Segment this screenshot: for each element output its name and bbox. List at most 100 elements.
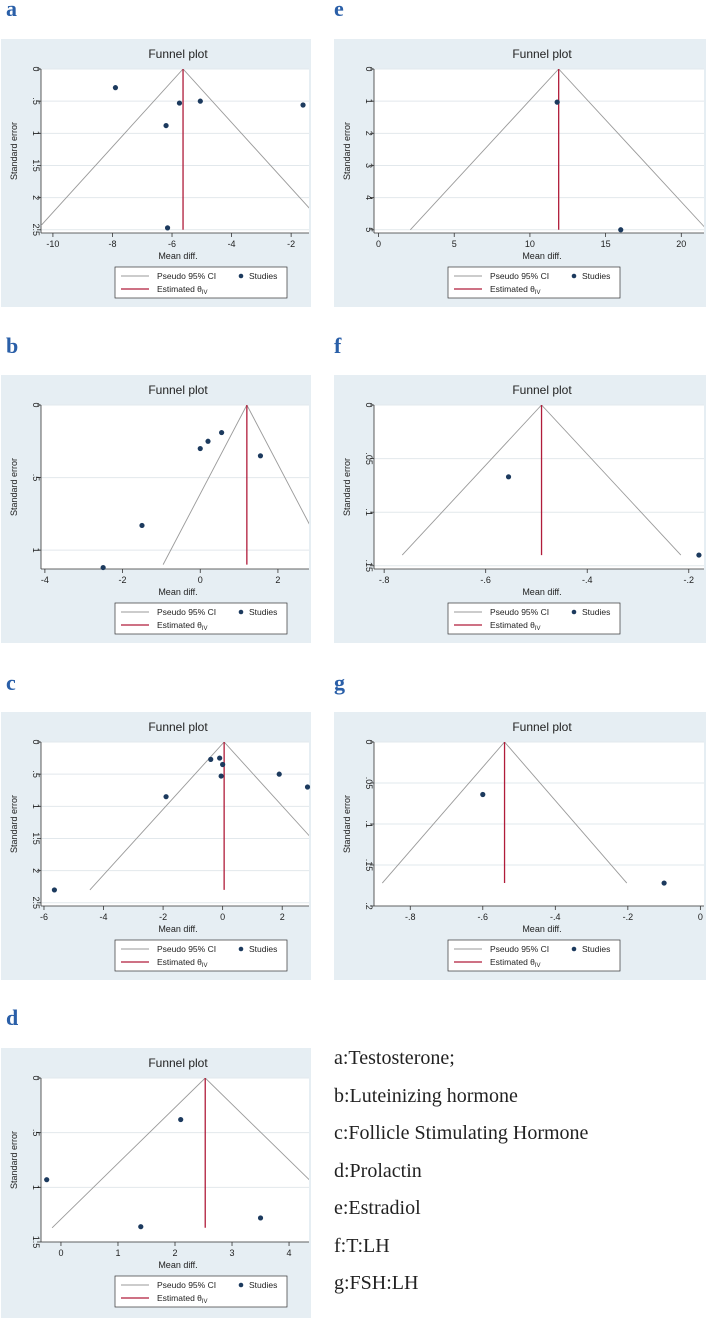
funnel-lines-g — [381, 742, 628, 884]
plot-area-f — [374, 405, 704, 569]
x-axis-label-g: Mean diff. — [522, 924, 561, 934]
legend-studies-label-c: Studies — [249, 944, 277, 954]
x-tick-label-e-0: 0 — [376, 239, 381, 249]
x-tick-label-g-2: -.4 — [550, 912, 561, 922]
x-tick-label-d-2: 2 — [172, 1248, 177, 1258]
y-tick-label-b-2: 1 — [31, 548, 41, 553]
x-axis-label-e: Mean diff. — [522, 251, 561, 261]
panel-letter-c: c — [6, 670, 16, 695]
y-tick-label-a-4: 2 — [31, 195, 41, 200]
legend-studies-swatch-b — [238, 609, 244, 615]
x-tick-label-e-4: 20 — [676, 239, 686, 249]
study-point-b-4 — [219, 429, 225, 436]
study-point-b-3 — [205, 438, 211, 444]
funnel-left-a — [41, 69, 184, 227]
x-tick-label-d-4: 4 — [287, 1248, 292, 1258]
funnel-left-d — [51, 1078, 206, 1229]
y-axis-label-a: Standard error — [9, 122, 19, 180]
study-point-c-0 — [208, 756, 214, 762]
legend-studies-label-d: Studies — [249, 1280, 277, 1290]
plot-area-e — [374, 69, 704, 233]
y-axis-label-c: Standard error — [9, 795, 19, 853]
study-point-d-1 — [44, 1177, 50, 1183]
study-point-d-0 — [178, 1116, 184, 1123]
study-point-a-3 — [163, 122, 169, 129]
study-point-c-4 — [163, 794, 169, 800]
funnel-left-b — [162, 405, 248, 565]
legend-box-f — [447, 602, 621, 635]
study-point-a-0 — [112, 85, 119, 91]
y-tick-label-a-5: 2.5 — [31, 224, 41, 237]
funnel-lines-d — [51, 1078, 309, 1229]
panel-letter-e: e — [334, 0, 344, 21]
funnel-plot-t-lh: 0 .05 .1 .15 -.8 -.6 -.4 -.2 Funnel plot Mean dif… — [334, 375, 706, 643]
plot-area-d — [41, 1078, 309, 1242]
funnel-right-f — [541, 405, 682, 556]
study-point-a-4 — [300, 102, 306, 108]
chart-g-svg: 0 .05 .1 .15 .2 -.8 -.6 -.4 -.2 0 Funnel plot Mean … — [342, 720, 704, 972]
legend-ci-label-b: Pseudo 95% CI — [157, 607, 216, 617]
funnel-plot-fsh-lh: 0 .05 .1 .15 .2 -.8 -.6 -.4 -.2 0 Funnel plot Mean … — [334, 712, 706, 980]
x-tick-label-a-3: -4 — [228, 239, 236, 249]
legend-box-d — [114, 1275, 288, 1308]
x-tick-label-e-1: 5 — [452, 239, 457, 249]
y-tick-label-a-2: 1 — [31, 131, 41, 136]
x-tick-label-f-1: -.6 — [480, 575, 491, 585]
chart-d-svg: 0 .5 1 1.5 0 1 2 3 4 Funnel plot Mean diff. Standar… — [9, 1056, 309, 1308]
y-tick-label-a-0: 0 — [31, 66, 41, 71]
legend-ci-label-e: Pseudo 95% CI — [490, 271, 549, 281]
study-point-b-2 — [197, 445, 203, 452]
y-tick-label-e-4: 4 — [364, 195, 374, 200]
legend-studies-swatch-f — [571, 609, 577, 615]
funnel-plot-lh: 0 .5 1 -4 -2 0 2 Funnel plot Mean diff. Standard … — [1, 375, 311, 643]
funnel-plot-testosterone: 0 .5 1 1.5 2 2.5 -10 -8 -6 -4 -2 Funnel plot Mean di… — [1, 39, 311, 307]
legend-studies-label-b: Studies — [249, 607, 277, 617]
legend-studies-label-a: Studies — [249, 271, 277, 281]
y-tick-label-c-5: 2.5 — [31, 897, 41, 910]
y-tick-label-f-1: .05 — [364, 452, 374, 465]
chart-title-g: Funnel plot — [512, 720, 572, 734]
legend-box-e — [447, 266, 621, 299]
x-tick-label-b-2: 0 — [198, 575, 203, 585]
x-tick-label-a-1: -8 — [108, 239, 116, 249]
x-tick-label-d-0: 0 — [58, 1248, 63, 1258]
panel-letter-f: f — [334, 333, 342, 358]
legend-studies-label-e: Studies — [582, 271, 610, 281]
funnel-right-d — [204, 1078, 309, 1181]
study-point-c-1 — [217, 755, 223, 761]
x-tick-label-a-0: -10 — [46, 239, 59, 249]
legend-estimate-subscript-a: IV — [202, 290, 208, 296]
legend-studies-swatch-c — [238, 946, 244, 952]
legend-estimate-label-g: Estimated θIV — [490, 957, 541, 969]
legend-box-b — [114, 602, 288, 635]
legend-estimate-label-d: Estimated θIV — [157, 1293, 208, 1305]
funnel-left-c — [89, 742, 225, 891]
chart-title-e: Funnel plot — [512, 47, 572, 61]
y-tick-label-c-3: 1.5 — [31, 832, 41, 845]
y-tick-label-d-2: 1 — [31, 1185, 41, 1190]
x-tick-label-a-2: -6 — [168, 239, 176, 249]
y-tick-label-d-1: .5 — [31, 1129, 41, 1137]
study-point-c-2 — [220, 761, 226, 768]
y-tick-label-f-3: .15 — [364, 560, 374, 573]
legend-ci-label-f: Pseudo 95% CI — [490, 607, 549, 617]
chart-a-svg: 0 .5 1 1.5 2 2.5 -10 -8 -6 -4 -2 Funnel plot Mean di… — [9, 47, 309, 299]
study-point-b-1 — [139, 522, 145, 529]
x-tick-label-e-3: 15 — [601, 239, 611, 249]
caption-b: b:Luteinizing hormone — [334, 1084, 518, 1107]
y-tick-label-f-0: 0 — [364, 402, 374, 407]
x-tick-label-e-2: 10 — [525, 239, 535, 249]
x-tick-label-g-1: -.6 — [478, 912, 489, 922]
legend-box-c — [114, 939, 288, 972]
funnel-right-a — [182, 69, 309, 209]
legend-estimate-subscript-e: IV — [535, 290, 541, 296]
funnel-left-e — [409, 69, 560, 231]
legend-estimate-subscript-f: IV — [535, 626, 541, 632]
x-axis-label-a: Mean diff. — [158, 251, 197, 261]
study-point-c-6 — [304, 784, 311, 790]
y-tick-label-g-4: .2 — [364, 902, 374, 910]
y-tick-label-a-3: 1.5 — [31, 159, 41, 172]
y-tick-label-e-3: 3 — [364, 163, 374, 168]
x-tick-label-c-4: 2 — [280, 912, 285, 922]
x-axis-label-c: Mean diff. — [158, 924, 197, 934]
